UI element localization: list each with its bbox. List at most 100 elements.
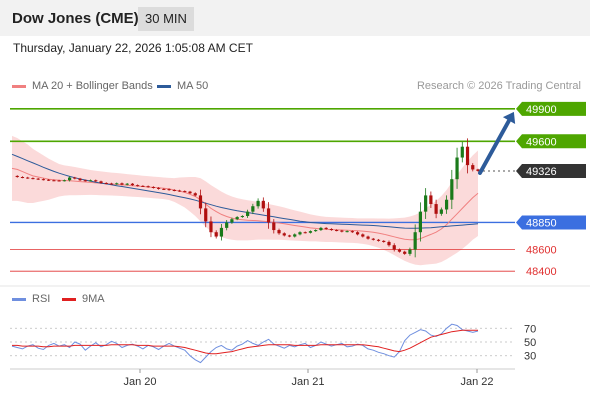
candle-body: [151, 186, 155, 188]
candle-body: [272, 222, 276, 231]
candle-body: [177, 190, 182, 192]
candle-body: [382, 240, 386, 242]
candle-body: [88, 180, 93, 182]
ma20-swatch: [12, 84, 26, 88]
candle-body: [366, 236, 370, 239]
candle-body: [335, 230, 339, 232]
candle-body: [141, 185, 145, 187]
candle-body: [361, 234, 365, 237]
candle-body: [120, 183, 124, 185]
level-tag-49600: [516, 134, 586, 149]
candle-body: [52, 180, 56, 182]
candle-body: [387, 241, 391, 246]
candle-body: [429, 195, 433, 205]
candle-body: [293, 234, 297, 237]
candle-body: [240, 215, 244, 218]
candle-body: [172, 190, 176, 191]
candle-body: [408, 249, 412, 254]
candle-body: [277, 230, 281, 234]
candle-body: [282, 233, 286, 236]
x-tick-jan20: Jan 20: [123, 376, 157, 388]
level-tag-49900: [516, 101, 586, 116]
candle-body: [246, 211, 250, 216]
candle-body: [109, 183, 114, 185]
candle-body: [376, 239, 381, 241]
rsi-tick-50: 50: [524, 337, 536, 349]
candle-body: [371, 238, 375, 240]
rsi-tick-70: 70: [524, 323, 536, 335]
candle-body: [424, 195, 428, 212]
candle-body: [251, 206, 255, 212]
level-label-48600: 48600: [526, 245, 557, 257]
candle-body: [115, 183, 119, 185]
legend-9ma-label: 9MA: [82, 293, 105, 305]
candle-body: [303, 232, 307, 234]
candle-body: [125, 183, 129, 185]
candle-body: [345, 231, 349, 233]
ma9-swatch: [62, 297, 76, 301]
level-tag-49326: [516, 163, 586, 178]
candle-body: [193, 193, 197, 196]
candle-body: [476, 169, 480, 171]
candle-body: [136, 185, 140, 187]
candle-body: [308, 231, 313, 233]
candle-body: [183, 191, 187, 193]
candle-body: [329, 228, 333, 231]
candle-body: [20, 177, 25, 179]
candle-body: [57, 180, 61, 182]
candle-body: [157, 187, 161, 189]
candle-body: [104, 182, 108, 184]
candle-body: [392, 245, 396, 250]
candle-body: [314, 230, 318, 232]
candle-body: [230, 219, 234, 223]
candle-body: [298, 232, 302, 235]
rsi-swatch: [12, 297, 26, 301]
candle-body: [444, 199, 449, 210]
ma20-line: [11, 167, 479, 241]
candle-body: [214, 232, 218, 237]
timeframe-button[interactable]: 30 MIN: [138, 7, 194, 31]
legend-ma50: MA 50: [157, 80, 208, 92]
legend-ma20: MA 20 + Bollinger Bands: [12, 80, 153, 92]
chart-header: Dow Jones (CME) 30 MIN: [0, 0, 590, 36]
candle-body: [460, 146, 464, 158]
legend-9ma: 9MA: [62, 293, 105, 305]
candle-body: [455, 157, 459, 180]
forecast-arrow: [478, 116, 512, 175]
candle-body: [235, 217, 239, 220]
level-label-48850: 48850: [526, 217, 557, 229]
candle-body: [403, 251, 407, 254]
forecast-arrow-head: [502, 111, 516, 124]
candle-body: [204, 208, 208, 222]
level-label-49326: 49326: [526, 166, 557, 178]
level-label-49900: 49900: [526, 104, 557, 116]
candle-body: [256, 200, 260, 207]
level-tag-48850: [516, 215, 586, 230]
candle-body: [146, 186, 150, 188]
candle-body: [287, 235, 292, 237]
ma50-swatch: [157, 84, 171, 88]
candle-body: [26, 177, 30, 179]
candle-body: [83, 180, 87, 182]
candle-body: [225, 222, 229, 228]
candle-body: [413, 232, 417, 250]
candle-body: [340, 230, 344, 232]
candle-body: [266, 208, 271, 223]
candle-body: [94, 180, 98, 182]
credit-text: Research © 2026 Trading Central: [416, 80, 581, 92]
level-label-49600: 49600: [526, 136, 557, 148]
candle-body: [471, 165, 475, 170]
candle-body: [41, 179, 46, 181]
candle-body: [162, 188, 166, 190]
candle-body: [31, 178, 35, 180]
candle-body: [209, 221, 213, 233]
candle-body: [319, 227, 323, 231]
candle-body: [219, 227, 224, 237]
rsi-line: [11, 323, 479, 364]
candle-body: [397, 249, 402, 252]
candle-body: [324, 227, 328, 229]
candle-body: [78, 178, 82, 181]
candle-body: [15, 175, 19, 178]
candle-body: [465, 146, 470, 166]
